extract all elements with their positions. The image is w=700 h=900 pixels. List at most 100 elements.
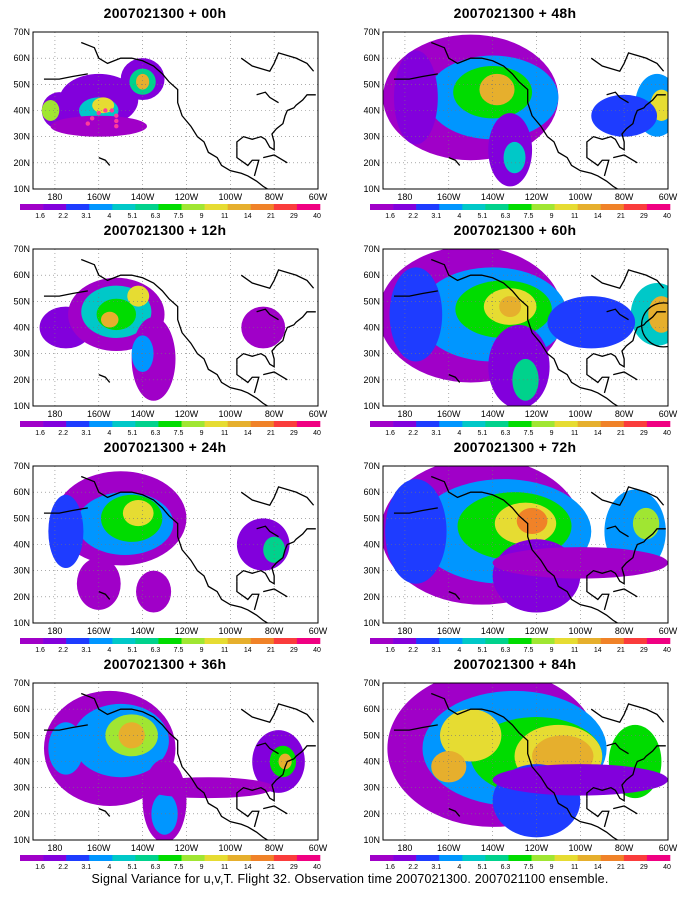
colorbar-swatch <box>112 638 136 644</box>
coastline <box>80 475 268 623</box>
coastline <box>393 724 438 731</box>
coastline <box>448 807 461 817</box>
colorbar-label: 11 <box>221 430 228 437</box>
latitude-label: 20N <box>13 375 30 385</box>
variance-contour <box>547 296 636 349</box>
variance-contour <box>648 296 668 333</box>
panel-title: 2007021300 + 72h <box>453 439 577 455</box>
colorbar-swatch <box>158 204 182 210</box>
colorbar-swatch <box>600 204 625 210</box>
colorbar-swatch <box>416 638 440 644</box>
longitude-label: 140W <box>131 626 155 636</box>
colorbar-swatch <box>600 855 625 861</box>
coastline <box>586 147 610 177</box>
longitude-label: 60W <box>659 192 678 202</box>
colorbar-swatch <box>66 421 90 427</box>
variance-contour <box>632 507 660 540</box>
colorbar-swatch <box>181 421 205 427</box>
variance-contour <box>100 311 119 328</box>
colorbar-label: 14 <box>594 213 602 220</box>
map-plot: 70N 60N 50N 40N 30N 20N 10N 180 160W 140W 120W 100W… <box>363 678 678 871</box>
longitude-label: 100W <box>219 626 243 636</box>
colorbar-swatch <box>89 638 113 644</box>
latitude-label: 60N <box>363 704 380 714</box>
map-panel-48h: 2007021300 + 48h 70N 60N 50N 40N 30N 20N 10N 18… <box>350 5 680 220</box>
colorbar-label: 21 <box>267 864 275 871</box>
colorbar-swatch <box>531 638 555 644</box>
latitude-label: 50N <box>363 79 380 89</box>
coastline <box>448 590 461 600</box>
colorbar-swatch <box>508 421 532 427</box>
colorbar-swatch <box>135 421 159 427</box>
colorbar-label: 40 <box>313 864 321 871</box>
colorbar-swatch <box>250 204 275 210</box>
colorbar-label: 14 <box>244 864 252 871</box>
panel-title: 2007021300 + 12h <box>103 222 227 238</box>
colorbar-label: 1.6 <box>385 430 395 437</box>
colorbar-label: 29 <box>640 864 648 871</box>
colorbar-swatch <box>531 421 555 427</box>
longitude-label: 180 <box>47 192 62 202</box>
colorbar-label: 9 <box>200 647 204 654</box>
variance-contour <box>512 358 539 401</box>
longitude-label: 120W <box>175 409 199 419</box>
colorbar-label: 6.3 <box>151 430 161 437</box>
coastline <box>448 373 461 383</box>
longitude-label: 100W <box>219 843 243 853</box>
colorbar-swatch <box>250 855 275 861</box>
colorbar-swatch <box>416 204 440 210</box>
latitude-label: 60N <box>13 53 30 63</box>
coastline <box>240 52 315 73</box>
colorbar-label: 3.1 <box>431 647 441 654</box>
colorbar-swatch <box>296 638 321 644</box>
longitude-label: 100W <box>569 843 593 853</box>
longitude-label: 60W <box>659 843 678 853</box>
colorbar-swatch <box>531 204 555 210</box>
longitude-label: 80W <box>265 409 284 419</box>
longitude-label: 140W <box>481 626 505 636</box>
colorbar-swatch <box>554 855 578 861</box>
latitude-label: 60N <box>363 53 380 63</box>
variance-contour <box>127 285 150 307</box>
variance-contour <box>136 73 150 90</box>
longitude-label: 100W <box>569 409 593 419</box>
colorbar-label: 21 <box>617 430 625 437</box>
colorbar-swatch <box>89 204 113 210</box>
coastline <box>263 371 288 381</box>
latitude-label: 40N <box>363 757 380 767</box>
coastline <box>430 41 618 189</box>
latitude-label: 40N <box>13 106 30 116</box>
colorbar-swatch <box>531 855 555 861</box>
colorbar-label: 29 <box>290 213 298 220</box>
latitude-label: 60N <box>13 704 30 714</box>
latitude-label: 20N <box>13 158 30 168</box>
coastline <box>256 308 279 321</box>
colorbar-label: 4 <box>457 213 461 220</box>
map-panel-72h: 2007021300 + 72h 70N 60N 50N 40N 30N 20N 10N 18… <box>350 439 680 654</box>
colorbar-swatch <box>181 855 205 861</box>
latitude-label: 40N <box>13 323 30 333</box>
latitude-label: 20N <box>363 158 380 168</box>
colorbar-swatch <box>296 421 321 427</box>
colorbar-label: 5.1 <box>478 213 488 220</box>
coastline <box>586 798 610 828</box>
colorbar-label: 21 <box>267 430 275 437</box>
colorbar-label: 40 <box>313 430 321 437</box>
variance-field <box>383 466 668 623</box>
colorbar-swatch <box>89 855 113 861</box>
colorbar-swatch <box>508 855 532 861</box>
colorbar-swatch <box>20 638 44 644</box>
coastline <box>98 590 111 600</box>
flight-track-point <box>103 108 108 113</box>
colorbar-swatch <box>508 638 532 644</box>
colorbar-label: 1.6 <box>385 864 395 871</box>
colorbar-label: 2.2 <box>408 647 418 654</box>
longitude-label: 60W <box>309 409 328 419</box>
panel-title: 2007021300 + 84h <box>453 656 577 672</box>
latitude-label: 10N <box>13 401 30 411</box>
colorbar-swatch <box>370 638 394 644</box>
longitude-label: 80W <box>615 843 634 853</box>
coastline <box>586 311 666 368</box>
coastline <box>43 724 88 731</box>
latitude-label: 70N <box>363 27 380 37</box>
